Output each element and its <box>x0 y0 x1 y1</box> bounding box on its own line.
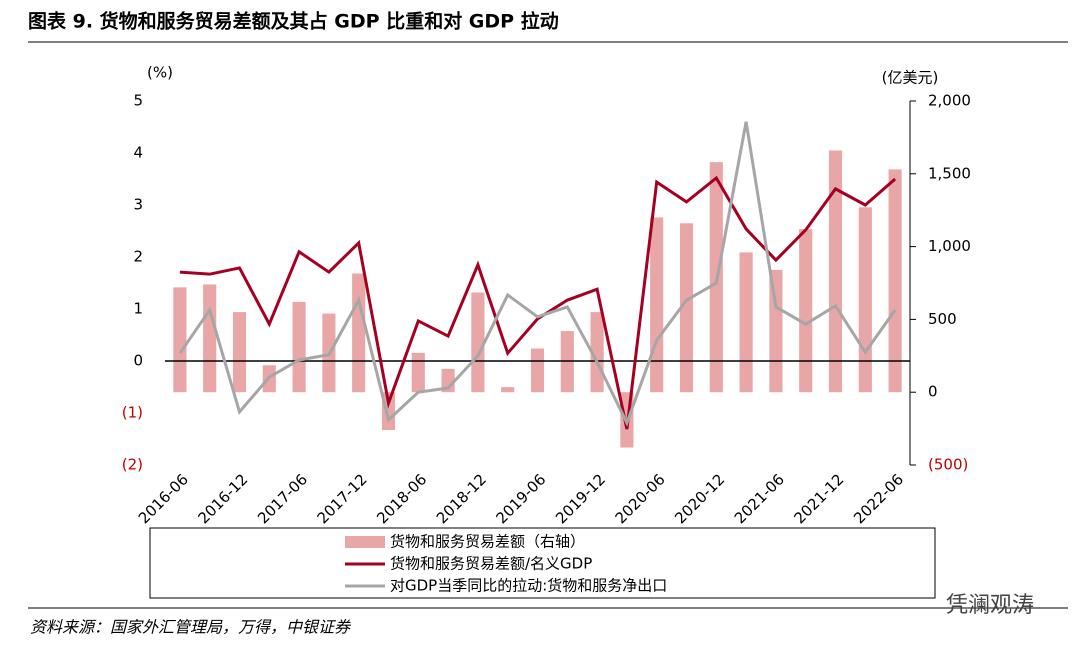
legend-box <box>149 527 936 599</box>
x-tick-label: 2018-12 <box>433 470 490 527</box>
y-tick-label: 0 <box>133 352 143 370</box>
x-tick-label: 2019-06 <box>492 470 549 527</box>
y-tick-label: 1 <box>133 300 143 318</box>
y2-tick-label: 1,500 <box>928 164 971 182</box>
bar <box>650 217 664 393</box>
bar <box>173 287 187 393</box>
bar <box>530 348 545 393</box>
bar <box>888 169 902 393</box>
x-tick-label: 2020-06 <box>612 470 669 527</box>
line <box>179 175 897 430</box>
x-tick-label: 2021-12 <box>790 470 847 527</box>
legend-label: 货物和服务贸易差额/名义GDP <box>390 555 592 573</box>
y2-tick-label: 0 <box>928 383 938 401</box>
x-tick-label: 2021-06 <box>731 470 788 527</box>
x-tick-label: 2017-06 <box>254 470 311 527</box>
source: 资料来源：国家外汇管理局，万得，中银证券 <box>30 618 352 637</box>
legend-label: 对GDP当季同比的拉动:货物和服务净出口 <box>390 577 667 595</box>
x-tick-label: 2018-06 <box>373 470 430 527</box>
bar <box>769 269 783 393</box>
x-tick-label: 2019-12 <box>552 470 609 527</box>
bar <box>858 207 872 393</box>
bar <box>828 150 843 393</box>
bar <box>799 229 813 393</box>
y-tick-label: 4 <box>133 144 143 162</box>
x-tick-label: 2017-12 <box>314 470 371 527</box>
y2-tick-label: 500 <box>928 310 957 328</box>
bar <box>679 223 694 393</box>
bar <box>352 273 366 393</box>
y-tick-label: (1) <box>122 404 143 422</box>
bar <box>203 284 217 393</box>
y-tick-label: 5 <box>133 92 143 110</box>
bar <box>501 387 515 393</box>
x-tick-label: 2016-06 <box>135 470 192 527</box>
bar <box>471 292 485 393</box>
bar <box>232 312 247 393</box>
y2-tick-label: (500) <box>928 456 968 474</box>
chart-title: 图表 9. 货物和服务贸易差额及其占 GDP 比重和对 GDP 拉动 <box>28 10 559 33</box>
line <box>178 121 897 427</box>
x-tick-label: 2016-12 <box>194 470 251 527</box>
y-tick-label: 2 <box>133 248 143 266</box>
y-axis-label: (%) <box>147 64 173 82</box>
y2-tick-label: 1,000 <box>928 237 971 255</box>
bar <box>590 312 604 393</box>
y2-axis-label: (亿美元) <box>882 69 939 87</box>
x-tick-label: 2020-12 <box>671 470 728 527</box>
y-tick-label: 3 <box>133 196 143 214</box>
bar <box>292 301 306 393</box>
bar <box>411 352 425 393</box>
legend-swatch <box>345 536 385 548</box>
y-tick-label: (2) <box>122 456 143 474</box>
y2-tick-label: 2,000 <box>928 92 971 110</box>
watermark: 凭澜观涛 <box>946 593 1034 618</box>
legend-label: 货物和服务贸易差额（右轴） <box>390 533 585 551</box>
bar <box>739 252 753 393</box>
x-tick-label: 2022-06 <box>850 470 907 527</box>
